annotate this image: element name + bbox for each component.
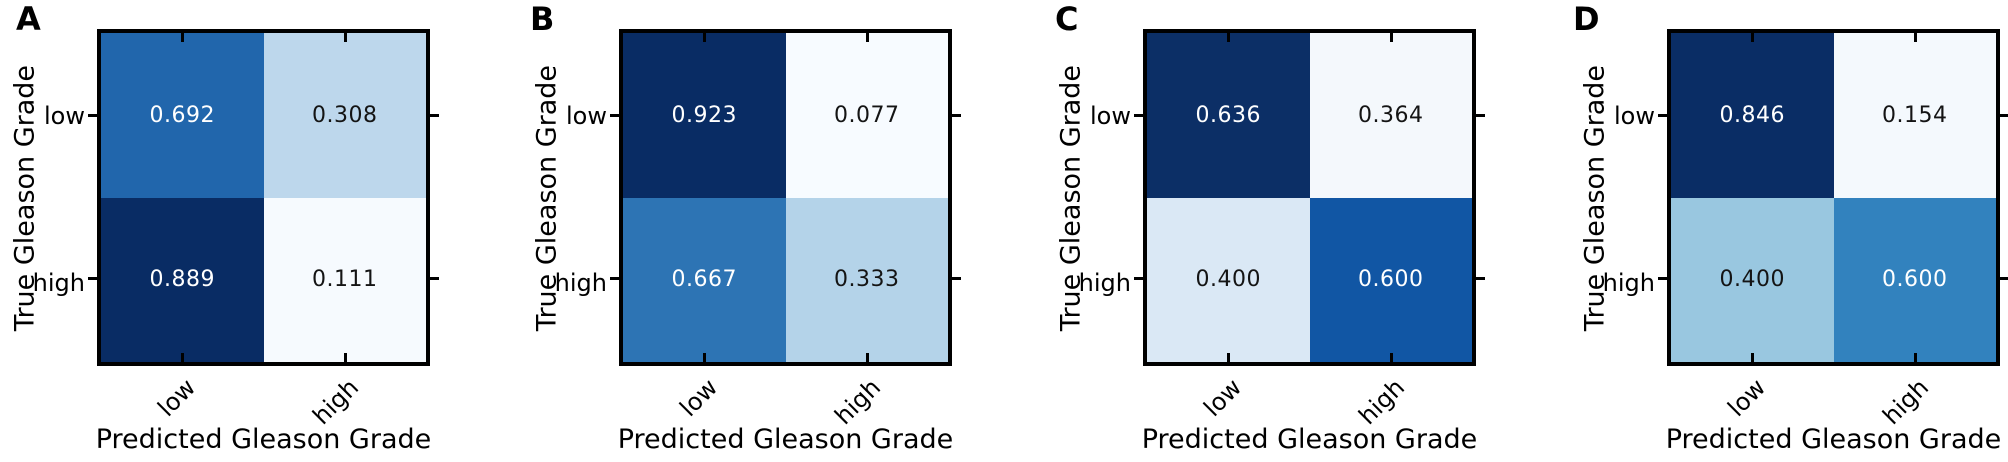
tick-mark bbox=[88, 277, 97, 280]
tick-mark bbox=[1476, 277, 1485, 280]
tick-mark bbox=[952, 114, 961, 117]
confusion-matrix: 0.923 0.077 0.667 0.333 bbox=[610, 29, 961, 366]
confusion-matrix: 0.846 0.154 0.400 0.600 bbox=[1658, 29, 2008, 366]
tick-mark bbox=[1914, 353, 1917, 362]
tick-mark bbox=[2000, 114, 2008, 117]
cell-value: 0.364 bbox=[1358, 102, 1424, 128]
matrix-cell-true-low-pred-high: 0.154 bbox=[1833, 33, 1996, 198]
cell-value: 0.111 bbox=[312, 267, 378, 293]
x-axis-label: Predicted Gleason Grade bbox=[617, 424, 954, 455]
matrix-cell-true-high-pred-low: 0.400 bbox=[1147, 197, 1310, 362]
tick-mark bbox=[1390, 353, 1393, 362]
panel-a: A True Gleason Grade low high 0.692 0.30… bbox=[0, 0, 502, 462]
y-tick-label-low: low bbox=[566, 102, 607, 130]
panel-letter: B bbox=[530, 0, 555, 38]
tick-mark bbox=[1134, 114, 1143, 117]
panel-c: C True Gleason Grade low high 0.636 0.36… bbox=[1004, 0, 1506, 462]
tick-mark bbox=[2000, 277, 2008, 280]
y-tick-label-low: low bbox=[44, 102, 85, 130]
cell-value: 0.636 bbox=[1195, 102, 1261, 128]
cell-value: 0.600 bbox=[1882, 267, 1948, 293]
panel-letter: C bbox=[1055, 0, 1079, 38]
x-axis-label: Predicted Gleason Grade bbox=[95, 424, 432, 455]
tick-mark bbox=[344, 353, 347, 362]
tick-mark bbox=[610, 114, 619, 117]
tick-mark bbox=[1751, 353, 1754, 362]
tick-mark bbox=[181, 33, 184, 42]
tick-mark bbox=[1227, 353, 1230, 362]
tick-mark bbox=[1390, 33, 1393, 42]
matrix-cell-true-high-pred-high: 0.600 bbox=[1833, 197, 1996, 362]
cell-value: 0.692 bbox=[149, 102, 215, 128]
x-axis-label: Predicted Gleason Grade bbox=[1141, 424, 1478, 455]
matrix-cell-true-high-pred-low: 0.889 bbox=[101, 197, 264, 362]
y-tick-label-high: high bbox=[554, 269, 607, 297]
cell-value: 0.400 bbox=[1195, 267, 1261, 293]
panel-letter: D bbox=[1573, 0, 1600, 38]
cell-value: 0.889 bbox=[149, 267, 215, 293]
matrix-cell-true-high-pred-high: 0.600 bbox=[1309, 197, 1472, 362]
tick-mark bbox=[1134, 277, 1143, 280]
matrix-cell-true-high-pred-high: 0.111 bbox=[263, 197, 426, 362]
y-tick-label-high: high bbox=[32, 269, 85, 297]
matrix-cell-true-low-pred-low: 0.923 bbox=[623, 33, 786, 198]
tick-mark bbox=[1751, 33, 1754, 42]
matrix-cell-true-low-pred-low: 0.636 bbox=[1147, 33, 1310, 198]
tick-mark bbox=[430, 114, 439, 117]
tick-mark bbox=[1476, 114, 1485, 117]
y-tick-label-high: high bbox=[1602, 269, 1655, 297]
x-axis-label: Predicted Gleason Grade bbox=[1665, 424, 2002, 455]
cell-value: 0.667 bbox=[671, 267, 737, 293]
confusion-matrix: 0.692 0.308 0.889 0.111 bbox=[88, 29, 439, 366]
cell-value: 0.923 bbox=[671, 102, 737, 128]
y-tick-label-low: low bbox=[1090, 102, 1131, 130]
tick-mark bbox=[866, 353, 869, 362]
matrix-cell-true-high-pred-low: 0.400 bbox=[1671, 197, 1834, 362]
tick-mark bbox=[1227, 33, 1230, 42]
tick-mark bbox=[703, 33, 706, 42]
cell-value: 0.846 bbox=[1719, 102, 1785, 128]
cell-value: 0.400 bbox=[1719, 267, 1785, 293]
matrix-cell-true-low-pred-high: 0.364 bbox=[1309, 33, 1472, 198]
tick-mark bbox=[1658, 114, 1667, 117]
matrix-cell-true-low-pred-high: 0.077 bbox=[785, 33, 948, 198]
y-tick-label-high: high bbox=[1078, 269, 1131, 297]
tick-mark bbox=[610, 277, 619, 280]
confusion-matrix: 0.636 0.364 0.400 0.600 bbox=[1134, 29, 1485, 366]
cell-value: 0.154 bbox=[1882, 102, 1948, 128]
panel-d: D True Gleason Grade low high 0.846 0.15… bbox=[1506, 0, 2008, 462]
tick-mark bbox=[1658, 277, 1667, 280]
matrix-cell-true-low-pred-high: 0.308 bbox=[263, 33, 426, 198]
matrix-cell-true-high-pred-high: 0.333 bbox=[785, 197, 948, 362]
tick-mark bbox=[1914, 33, 1917, 42]
cell-value: 0.333 bbox=[834, 267, 900, 293]
panel-b: B True Gleason Grade low high 0.923 0.07… bbox=[502, 0, 1004, 462]
y-tick-label-low: low bbox=[1614, 102, 1655, 130]
tick-mark bbox=[952, 277, 961, 280]
cell-value: 0.600 bbox=[1358, 267, 1424, 293]
tick-mark bbox=[703, 353, 706, 362]
panel-letter: A bbox=[16, 0, 41, 38]
matrix-cell-true-high-pred-low: 0.667 bbox=[623, 197, 786, 362]
tick-mark bbox=[866, 33, 869, 42]
tick-mark bbox=[181, 353, 184, 362]
tick-mark bbox=[344, 33, 347, 42]
matrix-cell-true-low-pred-low: 0.846 bbox=[1671, 33, 1834, 198]
tick-mark bbox=[430, 277, 439, 280]
tick-mark bbox=[88, 114, 97, 117]
matrix-cell-true-low-pred-low: 0.692 bbox=[101, 33, 264, 198]
cell-value: 0.308 bbox=[312, 102, 378, 128]
cell-value: 0.077 bbox=[834, 102, 900, 128]
